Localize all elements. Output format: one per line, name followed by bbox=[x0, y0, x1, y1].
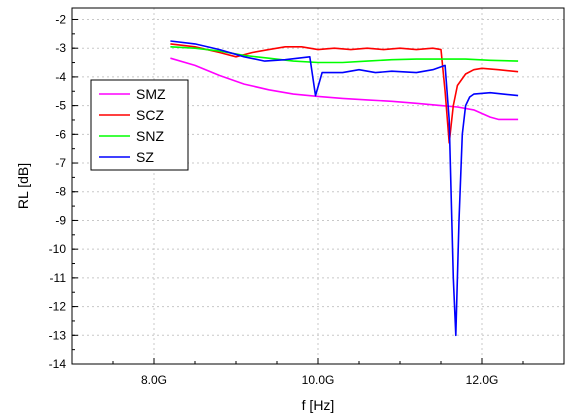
legend-label-sz: SZ bbox=[136, 149, 154, 165]
plot-frame bbox=[71, 7, 565, 365]
series-line-sz bbox=[170, 40, 519, 337]
y-axis-title: RL [dB] bbox=[15, 163, 31, 209]
y-tick-label: -11 bbox=[50, 271, 67, 285]
legend-label-smz: SMZ bbox=[136, 86, 166, 102]
y-tick-label: -9 bbox=[55, 213, 66, 227]
legend-label-snz: SNZ bbox=[136, 128, 164, 144]
x-tick-label: 12.0G bbox=[466, 373, 499, 387]
legend-label-scz: SCZ bbox=[136, 107, 164, 123]
x-tick-label: 8.0G bbox=[141, 373, 167, 387]
x-tick-label: 10.0G bbox=[302, 373, 335, 387]
y-tick-label: -3 bbox=[55, 41, 66, 55]
x-axis-title: f [Hz] bbox=[302, 397, 335, 413]
series-line-scz bbox=[170, 43, 519, 144]
axis-ticks: 8.0G 10.0G 12.0G -14 -13 -12 -11 -10 -9 -8 -7 -6 -5 -… bbox=[49, 12, 565, 387]
y-tick-label: -5 bbox=[55, 99, 66, 113]
y-tick-label: -12 bbox=[49, 300, 67, 314]
y-tick-label: -4 bbox=[55, 70, 66, 84]
y-tick-label: -10 bbox=[49, 242, 67, 256]
y-tick-label: -6 bbox=[55, 127, 66, 141]
y-tick-label: -14 bbox=[49, 357, 67, 371]
y-tick-label: -8 bbox=[55, 185, 66, 199]
series-lines bbox=[170, 40, 519, 337]
y-tick-label: -13 bbox=[49, 328, 67, 342]
grid-lines bbox=[72, 8, 564, 365]
y-tick-label: -7 bbox=[55, 156, 66, 170]
series-line-smz bbox=[170, 57, 519, 121]
legend-box bbox=[90, 79, 189, 171]
legend: SMZ SCZ SNZ SZ bbox=[90, 79, 189, 171]
y-tick-label: -2 bbox=[55, 12, 66, 26]
